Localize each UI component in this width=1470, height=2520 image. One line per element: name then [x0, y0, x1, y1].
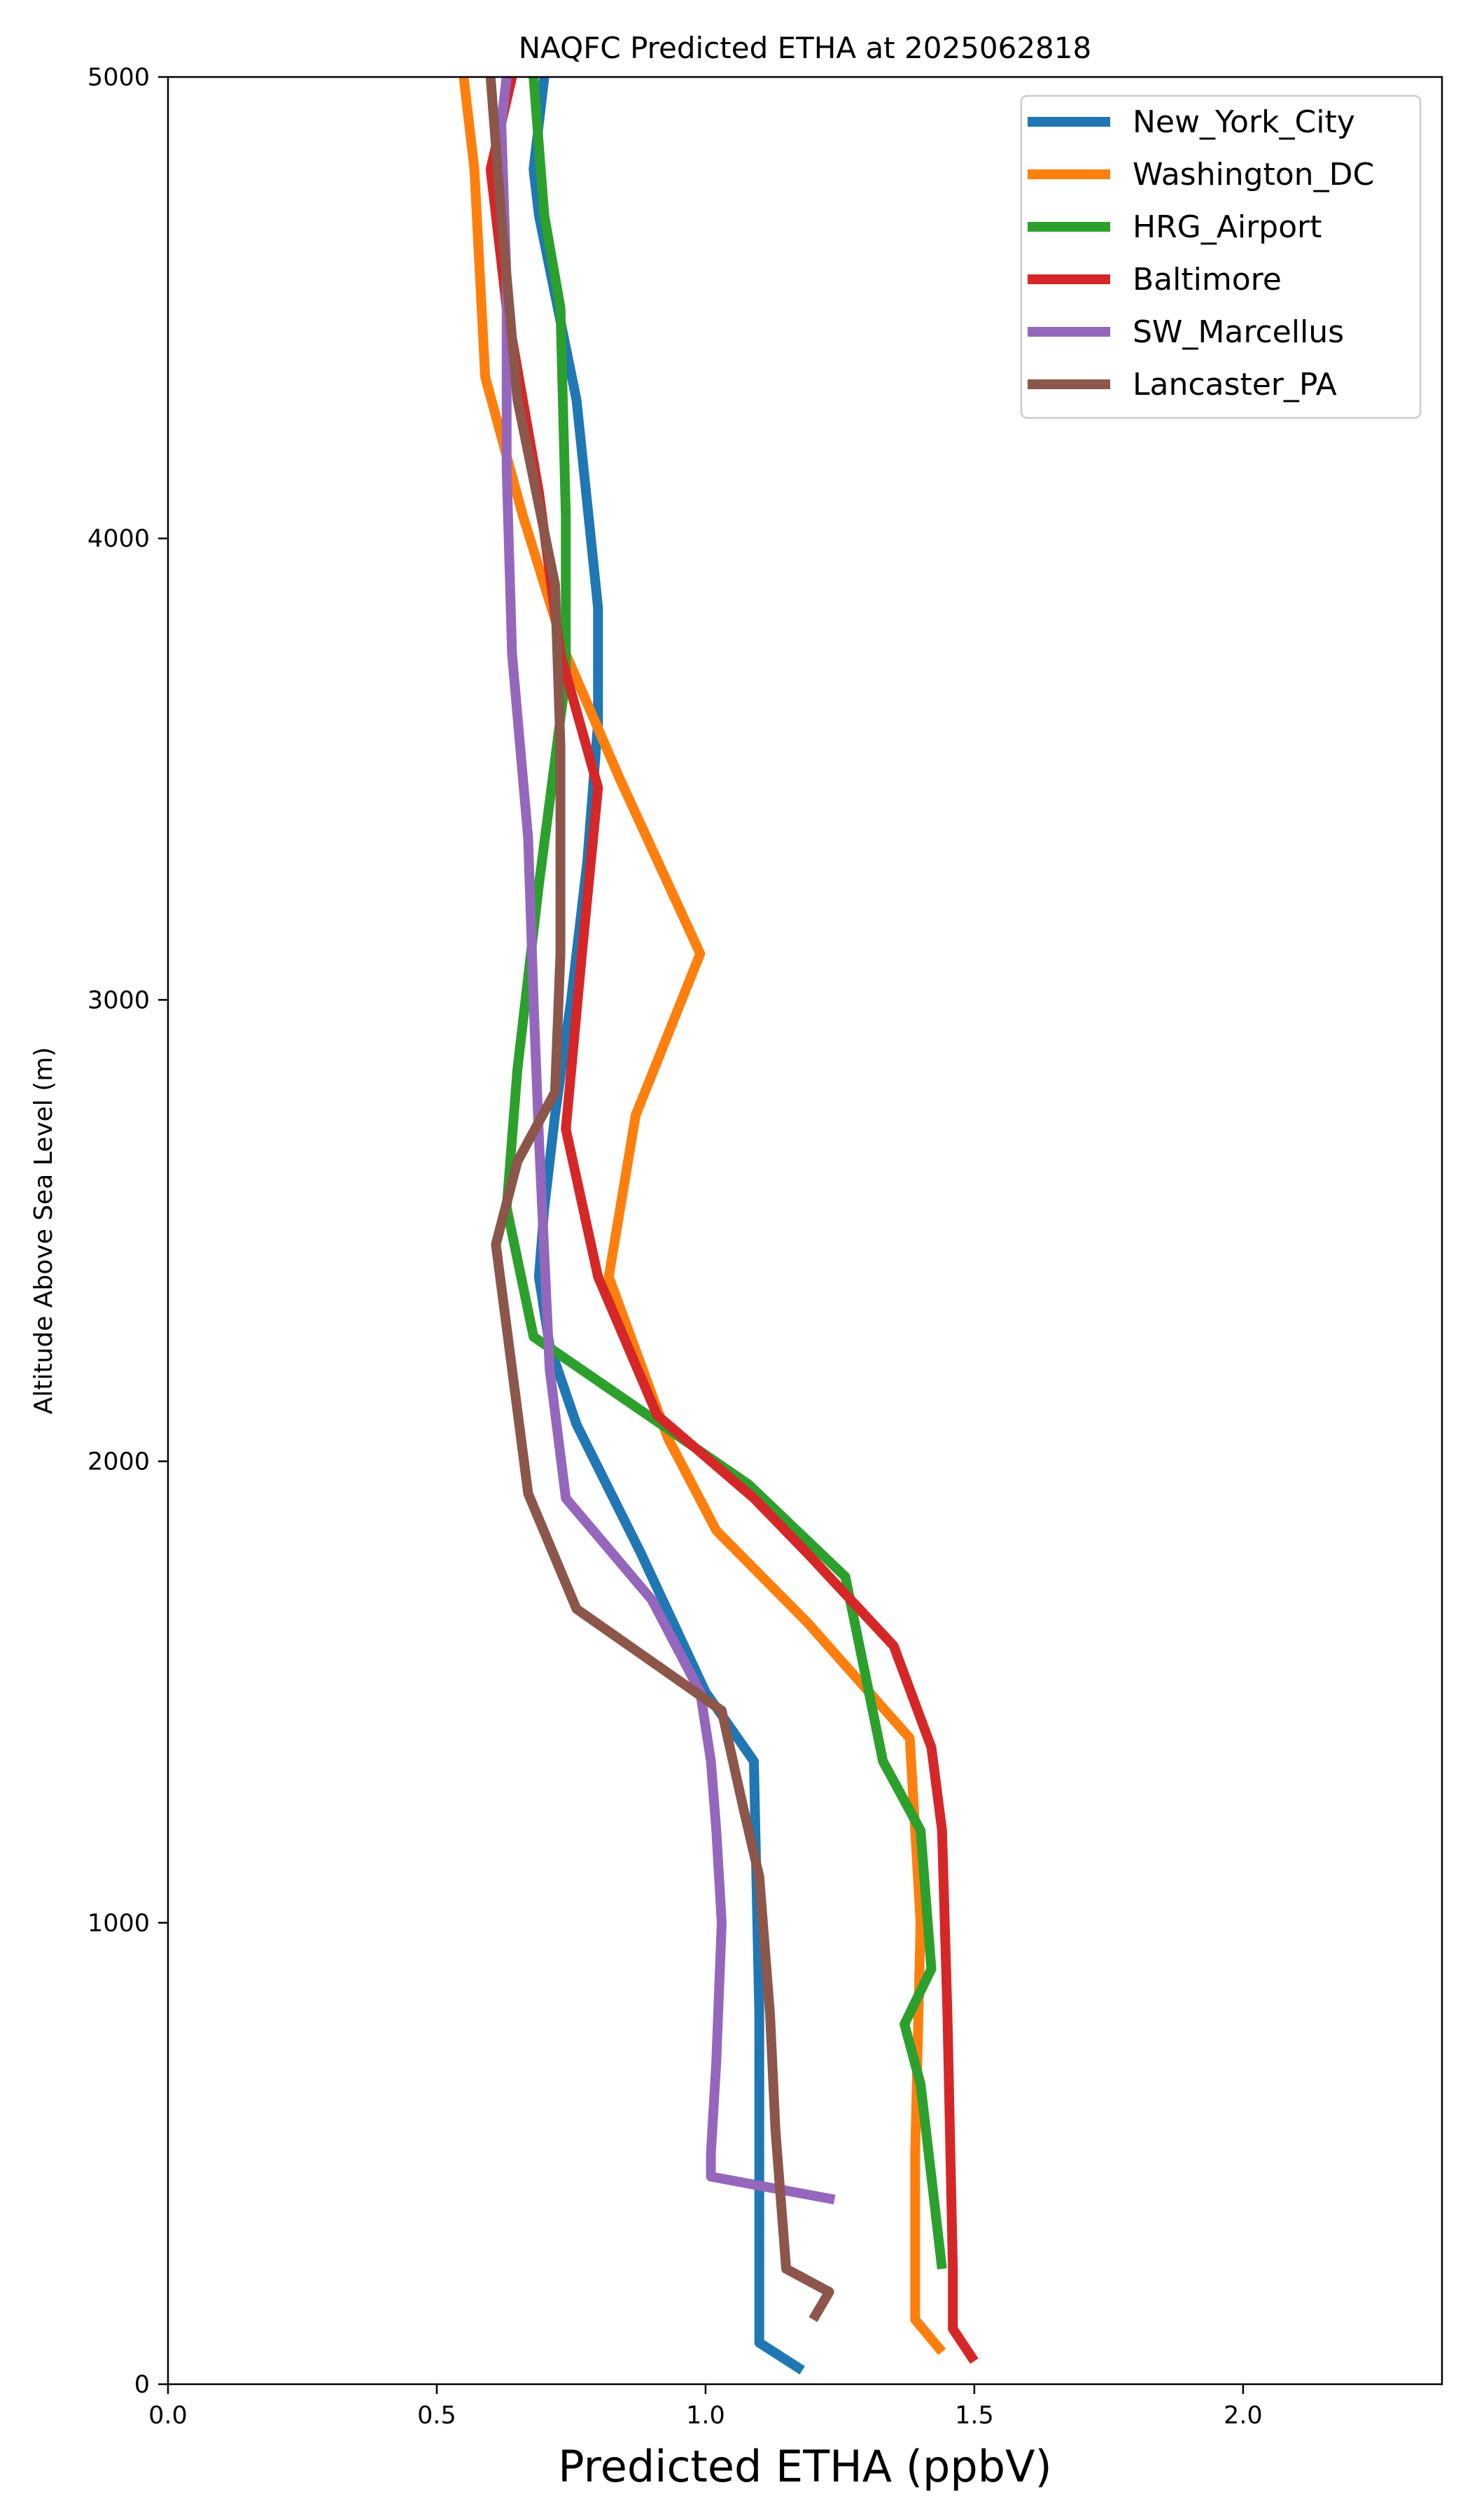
- x-tick-label: 1.0: [686, 2402, 725, 2430]
- series-line-5: [485, 76, 834, 2323]
- y-tick-label: 1000: [88, 1910, 150, 1938]
- y-tick-label: 0: [134, 2371, 150, 2399]
- y-tick-label: 4000: [88, 525, 150, 553]
- chart-title: NAQFC Predicted ETHA at 2025062818: [519, 31, 1091, 65]
- x-tick-label: 1.5: [955, 2402, 994, 2430]
- legend-label: Baltimore: [1133, 262, 1282, 298]
- legend-label: New_York_City: [1133, 104, 1355, 140]
- ticks-layer: 0.0 0.5 1.0 1.5 2.0 0 1000 2000 3000 4000 5000: [88, 64, 1263, 2430]
- legend-label: SW_Marcellus: [1133, 314, 1344, 350]
- legend-label: HRG_Airport: [1133, 209, 1322, 245]
- y-axis-label: Altitude Above Sea Level (m): [29, 1047, 58, 1415]
- y-tick-label: 3000: [88, 986, 150, 1014]
- legend: New_York_City Washington_DC HRG_Airport Bal…: [1020, 94, 1422, 419]
- y-tick-label: 5000: [88, 64, 150, 92]
- legend-box: [1020, 94, 1422, 419]
- series-line-2: [501, 76, 947, 2270]
- series-line-4: [496, 76, 836, 2205]
- legend-label: Lancaster_PA: [1133, 367, 1337, 402]
- x-tick-label: 0.5: [417, 2402, 456, 2430]
- series-layer: [458, 76, 979, 2375]
- x-tick-label: 2.0: [1224, 2402, 1263, 2430]
- plot-frame: [167, 76, 1443, 2386]
- x-tick-label: 0.0: [148, 2402, 188, 2430]
- x-axis-label: Predicted ETHA (ppbV): [558, 2441, 1051, 2492]
- legend-label: Washington_DC: [1133, 157, 1374, 192]
- y-tick-label: 2000: [88, 1448, 150, 1476]
